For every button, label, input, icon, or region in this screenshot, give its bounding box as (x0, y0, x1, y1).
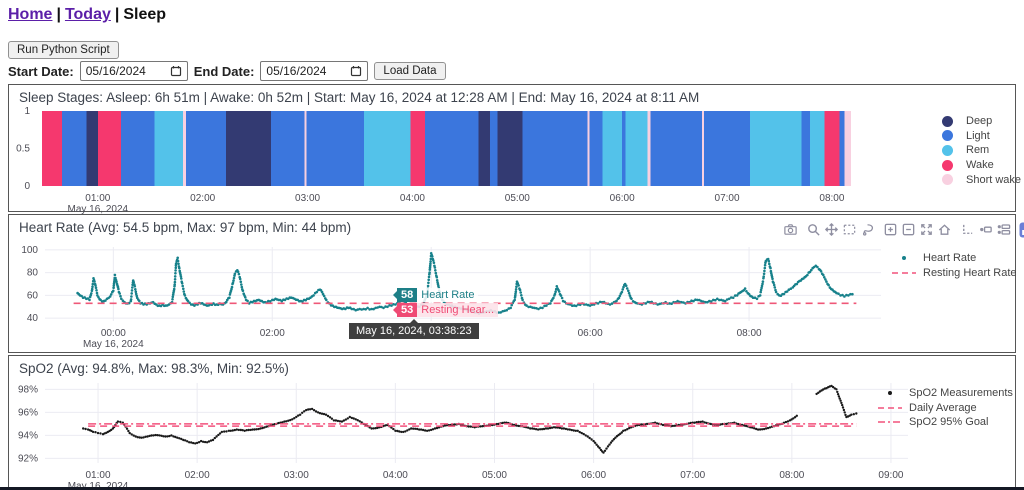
zoom-icon[interactable] (805, 221, 822, 238)
legend-item[interactable]: SpO2 Measurements (877, 386, 1013, 401)
sleep-stages-panel: Sleep Stages: Asleep: 6h 51m | Awake: 0h… (8, 84, 1016, 212)
spo2-legend: SpO2 Measurements Daily Average SpO2 95% G… (877, 386, 1013, 430)
pan-icon[interactable] (823, 221, 840, 238)
legend-item[interactable]: Rem (934, 143, 1021, 158)
sleep-stages-title: Sleep Stages: Asleep: 6h 51m | Awake: 0h… (19, 90, 700, 105)
load-data-button[interactable]: Load Data (374, 62, 446, 80)
hover-closest-icon[interactable] (977, 221, 994, 238)
legend-label: Daily Average (909, 401, 977, 414)
plotly-logo-icon[interactable] (1018, 221, 1024, 238)
legend-item[interactable]: Light (934, 129, 1021, 144)
legend-marker-icon (877, 391, 903, 396)
legend-item[interactable]: Wake (934, 158, 1021, 173)
heart-rate-title: Heart Rate (Avg: 54.5 bpm, Max: 97 bpm, … (19, 220, 352, 235)
run-python-script-button[interactable]: Run Python Script (8, 41, 119, 59)
zoom-in-icon[interactable] (882, 221, 899, 238)
legend-label: Rem (966, 144, 990, 157)
hover-text: Heart Rate (417, 288, 479, 302)
window-bottom-edge (0, 487, 1024, 490)
legend-label: Resting Heart Rate (923, 266, 1017, 279)
start-date-input[interactable]: 05/16/2024 (79, 61, 188, 81)
breadcrumb-separator: | (56, 6, 61, 23)
reset-axes-icon[interactable] (936, 221, 953, 238)
hover-text: Resting Hear... (417, 303, 499, 317)
hover-axis-label: May 16, 2024, 03:38:23 (349, 319, 479, 339)
end-date-label: End Date: (193, 63, 255, 79)
breadcrumb-separator: | (114, 6, 120, 23)
end-date-value: 05/16/2024 (266, 64, 327, 78)
breadcrumb: Home | Today | Sleep (8, 6, 166, 24)
legend-item[interactable]: Short wake (934, 172, 1021, 187)
date-controls: Start Date: 05/16/2024 End Date: 05/16/2… (8, 61, 446, 81)
zoom-out-icon[interactable] (900, 221, 917, 238)
page-title: Sleep (123, 6, 167, 23)
legend-label: Heart Rate (923, 252, 977, 265)
legend-item[interactable]: Heart Rate (891, 251, 1017, 266)
legend-marker-icon (891, 256, 917, 261)
legend-item[interactable]: Deep (934, 114, 1021, 129)
legend-marker-icon (934, 174, 960, 186)
legend-marker-icon (934, 130, 960, 142)
download-plot-icon[interactable] (782, 221, 799, 238)
legend-label: Light (966, 129, 990, 142)
autoscale-icon[interactable] (918, 221, 935, 238)
legend-item[interactable]: SpO2 95% Goal (877, 415, 1013, 430)
legend-label: Wake (966, 159, 994, 172)
hover-compare-icon[interactable] (995, 221, 1012, 238)
hover-value: 58 (397, 288, 418, 302)
toggle-spikelines-icon[interactable] (959, 221, 976, 238)
hover-label-resting-heart-rate: 53 Resting Hear... (392, 303, 499, 317)
heart-rate-panel: Heart Rate (Avg: 54.5 bpm, Max: 97 bpm, … (8, 214, 1016, 353)
legend-label: Deep (966, 115, 993, 128)
start-date-label: Start Date: (8, 63, 74, 79)
calendar-icon[interactable] (350, 65, 362, 77)
plotly-modebar (782, 221, 1024, 238)
start-date-value: 05/16/2024 (85, 64, 146, 78)
legend-marker-icon (934, 159, 960, 171)
legend-marker-icon (934, 115, 960, 127)
legend-marker-icon (877, 404, 903, 412)
legend-marker-icon (891, 269, 917, 277)
legend-label: Short wake (966, 173, 1022, 186)
lasso-select-icon[interactable] (859, 221, 876, 238)
box-select-icon[interactable] (841, 221, 858, 238)
end-date-input[interactable]: 05/16/2024 (260, 61, 369, 81)
heart-rate-legend: Heart Rate Resting Heart Rate (891, 251, 1017, 280)
hover-label-heart-rate: 58 Heart Rate (392, 288, 479, 302)
legend-item[interactable]: Daily Average (877, 401, 1013, 416)
nav-link-today[interactable]: Today (64, 6, 111, 23)
nav-link-home[interactable]: Home (8, 6, 53, 23)
legend-label: SpO2 Measurements (909, 387, 1013, 400)
spo2-panel: SpO2 (Avg: 94.8%, Max: 98.3%, Min: 92.5%… (8, 355, 1016, 488)
legend-item[interactable]: Resting Heart Rate (891, 266, 1017, 281)
spo2-title: SpO2 (Avg: 94.8%, Max: 98.3%, Min: 92.5%… (19, 361, 289, 376)
hover-value: 53 (397, 303, 418, 317)
legend-label: SpO2 95% Goal (909, 416, 989, 429)
legend-marker-icon (877, 418, 903, 426)
calendar-icon[interactable] (170, 65, 182, 77)
legend-marker-icon (934, 144, 960, 156)
sleep-stages-legend: Deep Light Rem Wake Short wake (934, 114, 1021, 187)
